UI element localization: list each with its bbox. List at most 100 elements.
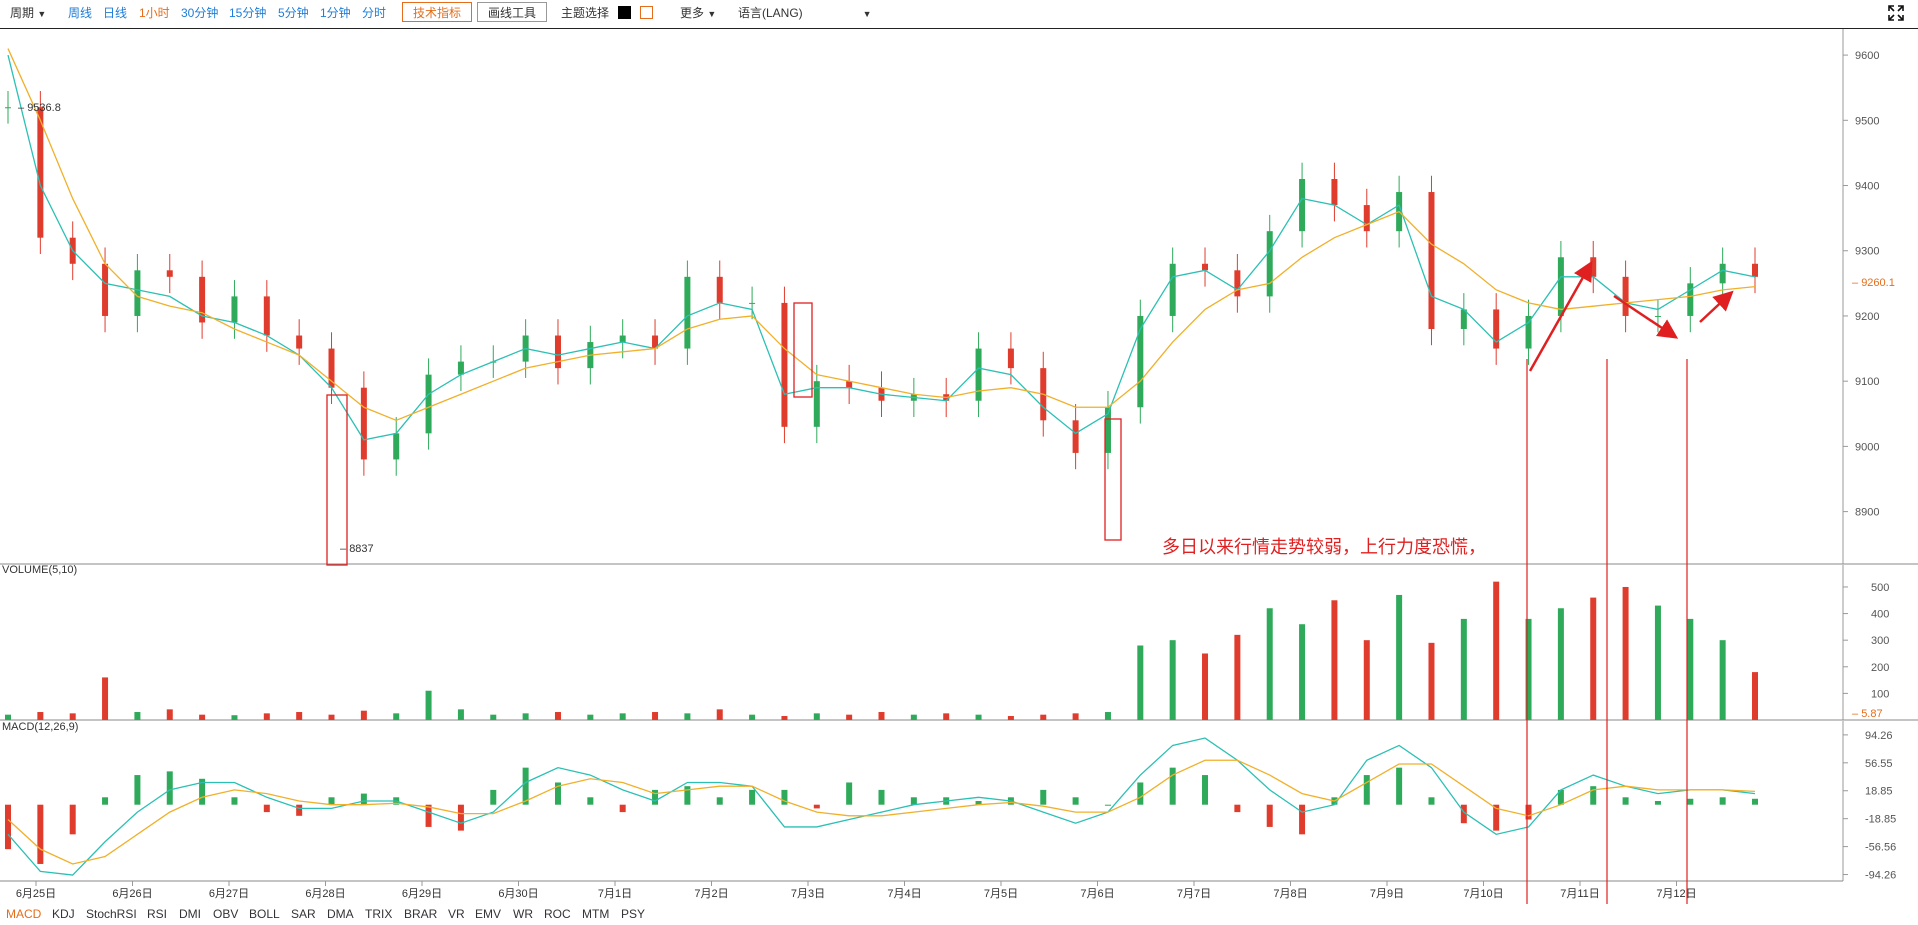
indicator-roc[interactable]: ROC [544, 907, 571, 921]
macd-histogram-bar [1687, 798, 1694, 805]
macd-histogram-bar [102, 797, 109, 805]
volume-bar [1396, 594, 1403, 720]
macd-dif-line [7, 737, 1756, 876]
volume-bar [1007, 716, 1014, 720]
candle-body [231, 296, 238, 323]
price-tick-label: 9200 [1855, 311, 1879, 323]
volume-tick-label: 200 [1871, 662, 1889, 674]
indicator-dma[interactable]: DMA [327, 907, 354, 921]
indicator-rsi[interactable]: RSI [147, 907, 168, 921]
candle-body [1590, 257, 1597, 277]
indicator-boll[interactable]: BOLL [249, 907, 280, 921]
language-dropdown[interactable]: 语言(LANG) ▼ [738, 6, 872, 20]
candle-body [749, 302, 756, 304]
volume-bar [134, 712, 141, 720]
candle-body [328, 348, 335, 388]
candle-body [1072, 420, 1079, 453]
indicator-dmi[interactable]: DMI [179, 907, 201, 921]
macd-tick-label: -94.26 [1865, 870, 1896, 882]
price-tick-label: 9400 [1855, 181, 1879, 193]
volume-bar [1137, 645, 1144, 720]
macd-histogram-bar [749, 789, 756, 805]
chart-area[interactable]: 8900 9000 9100 9200 9300 9400 9500 9600 100 200 30… [0, 29, 1918, 904]
indicator-psy[interactable]: PSY [621, 907, 646, 921]
candle-body [360, 387, 367, 460]
period-1m[interactable]: 1分钟 [320, 6, 351, 20]
macd-histogram-bar [1234, 804, 1241, 813]
volume-bar [716, 709, 723, 720]
macd-histogram-bar [1622, 797, 1629, 805]
indicator-tabs: MACD KDJ StochRSI RSI DMI OBV BOLL SAR D… [0, 904, 1918, 924]
theme-label: 主题选择 [561, 6, 610, 20]
macd-histogram-bar [1040, 789, 1047, 805]
macd-histogram-bar [425, 804, 432, 827]
candle-body [5, 107, 11, 109]
indicator-sar[interactable]: SAR [291, 907, 316, 921]
macd-histogram-bar [1525, 804, 1532, 820]
indicator-brar[interactable]: BRAR [404, 907, 438, 921]
annotation-text: 多日以来行情走势较弱，上行力度恐慌， [1162, 537, 1486, 558]
volume-bar [1525, 618, 1532, 720]
volume-bar [166, 709, 173, 720]
volume-bar [457, 709, 464, 720]
indicator-trix[interactable]: TRIX [365, 907, 393, 921]
period-daily[interactable]: 日线 [103, 6, 128, 20]
macd-histogram-bar [263, 804, 270, 813]
candle-body [1752, 263, 1758, 277]
macd-histogram-bar [878, 789, 885, 805]
volume-bar [910, 714, 917, 720]
current-price-label: – 9260.1 [1852, 277, 1895, 289]
indicator-mtm[interactable]: MTM [582, 907, 610, 921]
x-tick-label: 6月25日 [16, 888, 56, 900]
macd-histogram-bar [134, 775, 141, 805]
volume-bar [1428, 642, 1435, 720]
low-price-label: – 8837 [340, 543, 374, 555]
period-15m[interactable]: 15分钟 [229, 6, 267, 20]
volume-bar [1460, 618, 1467, 720]
theme-dark-swatch[interactable] [618, 6, 631, 19]
volume-title: VOLUME(5,10) [2, 564, 78, 576]
period-weekly[interactable]: 周线 [68, 6, 93, 20]
macd-histogram-bar [296, 804, 303, 816]
candle-body [263, 296, 270, 336]
volume-bar [393, 713, 400, 720]
annotation-arrow [1528, 260, 1593, 372]
theme-light-swatch[interactable] [640, 6, 653, 19]
indicator-kdj[interactable]: KDJ [52, 907, 75, 921]
more-dropdown[interactable]: 更多 ▼ [680, 6, 717, 20]
period-1h[interactable]: 1小时 [139, 6, 170, 20]
x-tick-label: 7月6日 [1080, 888, 1114, 900]
volume-bar [490, 714, 497, 720]
annotation-box [326, 394, 348, 566]
period-5m[interactable]: 5分钟 [278, 6, 309, 20]
annotation-box [793, 302, 813, 398]
volume-bar [943, 713, 950, 720]
candle-body [1493, 309, 1500, 349]
macd-histogram-bar [1169, 767, 1176, 805]
volume-bar [1622, 586, 1629, 720]
macd-histogram-bar [522, 767, 529, 805]
price-tick-label: 9300 [1855, 246, 1879, 258]
volume-bar [425, 690, 432, 720]
tech-indicator-button[interactable]: 技术指标 [402, 2, 473, 22]
indicator-macd[interactable]: MACD [6, 907, 42, 921]
candle-body [1460, 309, 1467, 329]
period-30m[interactable]: 30分钟 [181, 6, 219, 20]
period-timeshare[interactable]: 分时 [362, 6, 387, 20]
macd-histogram-bar [1460, 804, 1467, 824]
candle-body [1234, 270, 1241, 297]
macd-histogram-bar [813, 804, 820, 809]
indicator-stochrsi[interactable]: StochRSI [86, 907, 137, 921]
volume-bar [296, 712, 303, 720]
indicator-emv[interactable]: EMV [475, 907, 502, 921]
volume-bar [5, 714, 11, 720]
indicator-wr[interactable]: WR [513, 907, 533, 921]
candle-body [781, 302, 788, 427]
fullscreen-icon[interactable] [1888, 5, 1904, 21]
period-dropdown[interactable]: 周期 ▼ [10, 6, 47, 20]
indicator-obv[interactable]: OBV [213, 907, 239, 921]
candle-body [652, 335, 659, 349]
indicator-vr[interactable]: VR [448, 907, 465, 921]
drawing-tools-button[interactable]: 画线工具 [477, 2, 548, 22]
candle-body [1299, 179, 1306, 232]
